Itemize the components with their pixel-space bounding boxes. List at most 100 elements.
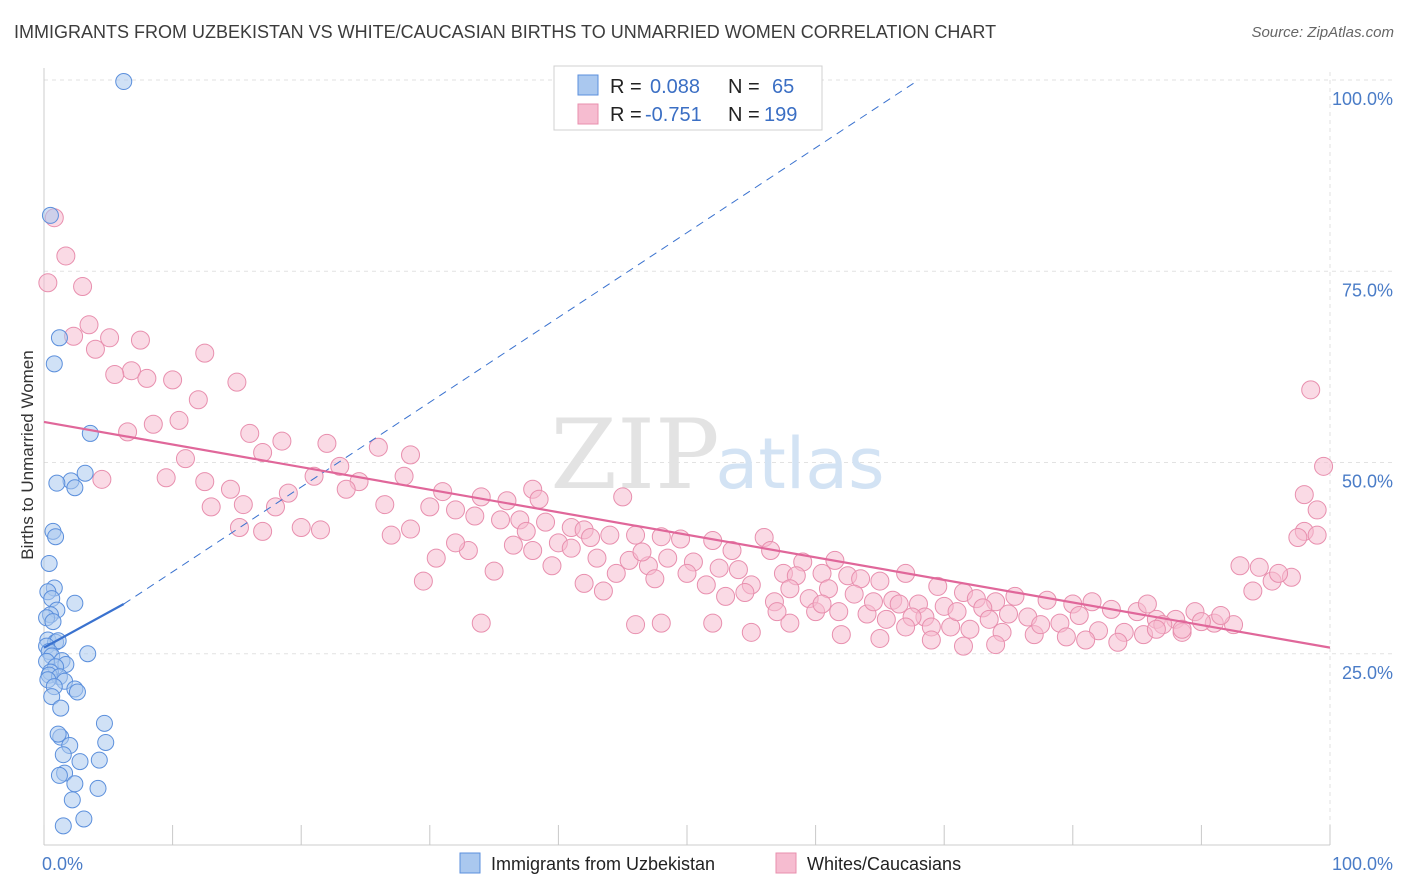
legend-swatch-whites (775, 852, 797, 874)
whites-point-170 (986, 635, 1006, 655)
watermark-atlas: atlas (715, 423, 884, 505)
whites-point-165 (831, 625, 851, 645)
y-tick-labels: 25.0% 50.0% 75.0% 100.0% (1332, 89, 1393, 683)
whites-point-1 (56, 246, 76, 266)
whites-point-2 (38, 273, 58, 293)
uzbekistan-point-55 (54, 817, 72, 835)
uzbekistan-point-15 (66, 594, 84, 612)
uzbekistan-point-43 (49, 725, 67, 743)
whites-point-48 (465, 506, 485, 526)
whites-point-167 (896, 617, 916, 637)
whites-point-138 (1089, 621, 1109, 641)
whites-point-46 (420, 497, 440, 517)
whites-point-27 (304, 466, 324, 486)
whites-point-91 (484, 561, 504, 581)
whites-point-172 (741, 622, 761, 642)
whites-point-54 (600, 525, 620, 545)
whites-trendline-solid-2 (43, 420, 1331, 649)
whites-point-176 (471, 613, 491, 633)
whites-point-9 (195, 343, 215, 363)
whites-point-132 (1294, 485, 1314, 505)
whites-point-65 (651, 527, 671, 547)
whites-point-89 (870, 571, 890, 591)
whites-point-8 (85, 339, 105, 359)
whites-point-12 (137, 368, 157, 388)
whites-point-161 (1031, 615, 1051, 635)
whites-point-17 (169, 410, 189, 430)
axes (43, 68, 1331, 846)
whites-point-33 (220, 479, 240, 499)
whites-point-177 (446, 533, 466, 553)
whites-point-186 (889, 594, 909, 614)
stats-r-value-1: 0.088 (650, 76, 700, 98)
legend-label-uzbekistan: Immigrants from Uzbekistan (491, 854, 715, 874)
whites-point-58 (291, 518, 311, 538)
uzbekistan-point-40 (52, 699, 70, 717)
stats-r-label-1: R = (610, 76, 642, 98)
uzbekistan-point-2 (50, 329, 68, 347)
whites-point-98 (574, 573, 594, 593)
y-tick-label-50: 50.0% (1342, 472, 1393, 492)
whites-point-81 (658, 548, 678, 568)
whites-point-72 (587, 548, 607, 568)
whites-point-34 (278, 483, 298, 503)
whites-point-142 (1211, 606, 1231, 625)
whites-point-168 (921, 630, 941, 650)
uzbekistan-trendline-solid-0 (43, 603, 125, 649)
uzbekistan-point-0 (115, 73, 133, 91)
whites-point-23 (253, 443, 273, 463)
whites-point-141 (1191, 612, 1211, 632)
stats-r-label-2: R = (610, 104, 642, 126)
y-axis-label: Births to Unmarried Women (18, 350, 37, 559)
uzbekistan-point-39 (43, 688, 61, 706)
uzbekistan-point-38 (68, 683, 86, 701)
stats-n-label-1: N = (728, 76, 760, 98)
whites-point-59 (310, 520, 330, 540)
whites-point-160 (999, 604, 1018, 624)
stats-box: R = 0.088 N = 65 R = -0.751 N = 199 (553, 65, 823, 131)
whites-point-32 (394, 466, 414, 486)
whites-point-188 (1146, 619, 1166, 639)
whites-point-51 (536, 512, 556, 532)
uzbekistan-point-11 (40, 554, 58, 572)
whites-point-122 (1243, 581, 1263, 601)
whites-point-35 (336, 479, 356, 499)
grid-lines (44, 72, 1392, 845)
whites-point-40 (529, 489, 549, 509)
stats-box-frame (553, 65, 823, 131)
whites-point-162 (1069, 606, 1089, 625)
uzbekistan-point-25 (79, 645, 97, 663)
whites-point-15 (188, 390, 208, 410)
whites-point-180 (593, 581, 613, 601)
y-tick-label-75: 75.0% (1342, 280, 1393, 300)
whites-point-97 (413, 571, 433, 591)
whites-point-49 (491, 510, 511, 530)
whites-point-178 (503, 535, 523, 555)
whites-point-171 (767, 602, 787, 622)
uzbekistan-point-3 (45, 355, 63, 373)
series-immigrants-from-uzbekistan (38, 73, 133, 835)
whites-point-185 (863, 592, 883, 612)
whites-point-6 (130, 330, 150, 350)
uzbekistan-point-7 (48, 474, 66, 492)
whites-point-30 (92, 469, 112, 489)
uzbekistan-point-5 (76, 464, 94, 482)
uzbekistan-point-47 (90, 751, 108, 769)
uzbekistan-point-52 (89, 779, 107, 797)
whites-point-130 (1269, 563, 1289, 583)
whites-point-47 (446, 500, 466, 520)
whites-point-126 (1307, 500, 1327, 520)
whites-point-155 (876, 609, 896, 629)
whites-point-182 (677, 563, 697, 583)
y-tick-label-100: 100.0% (1332, 89, 1393, 109)
whites-point-11 (105, 365, 125, 385)
whites-point-71 (561, 538, 581, 558)
whites-point-25 (175, 449, 195, 469)
whites-point-44 (265, 497, 285, 517)
stats-n-label-2: N = (728, 104, 760, 126)
uzbekistan-point-4 (81, 424, 99, 442)
whites-point-128 (1314, 456, 1334, 476)
whites-point-42 (201, 497, 221, 517)
watermark: ZIP atlas (550, 399, 884, 511)
stats-blue-swatch (577, 74, 599, 96)
